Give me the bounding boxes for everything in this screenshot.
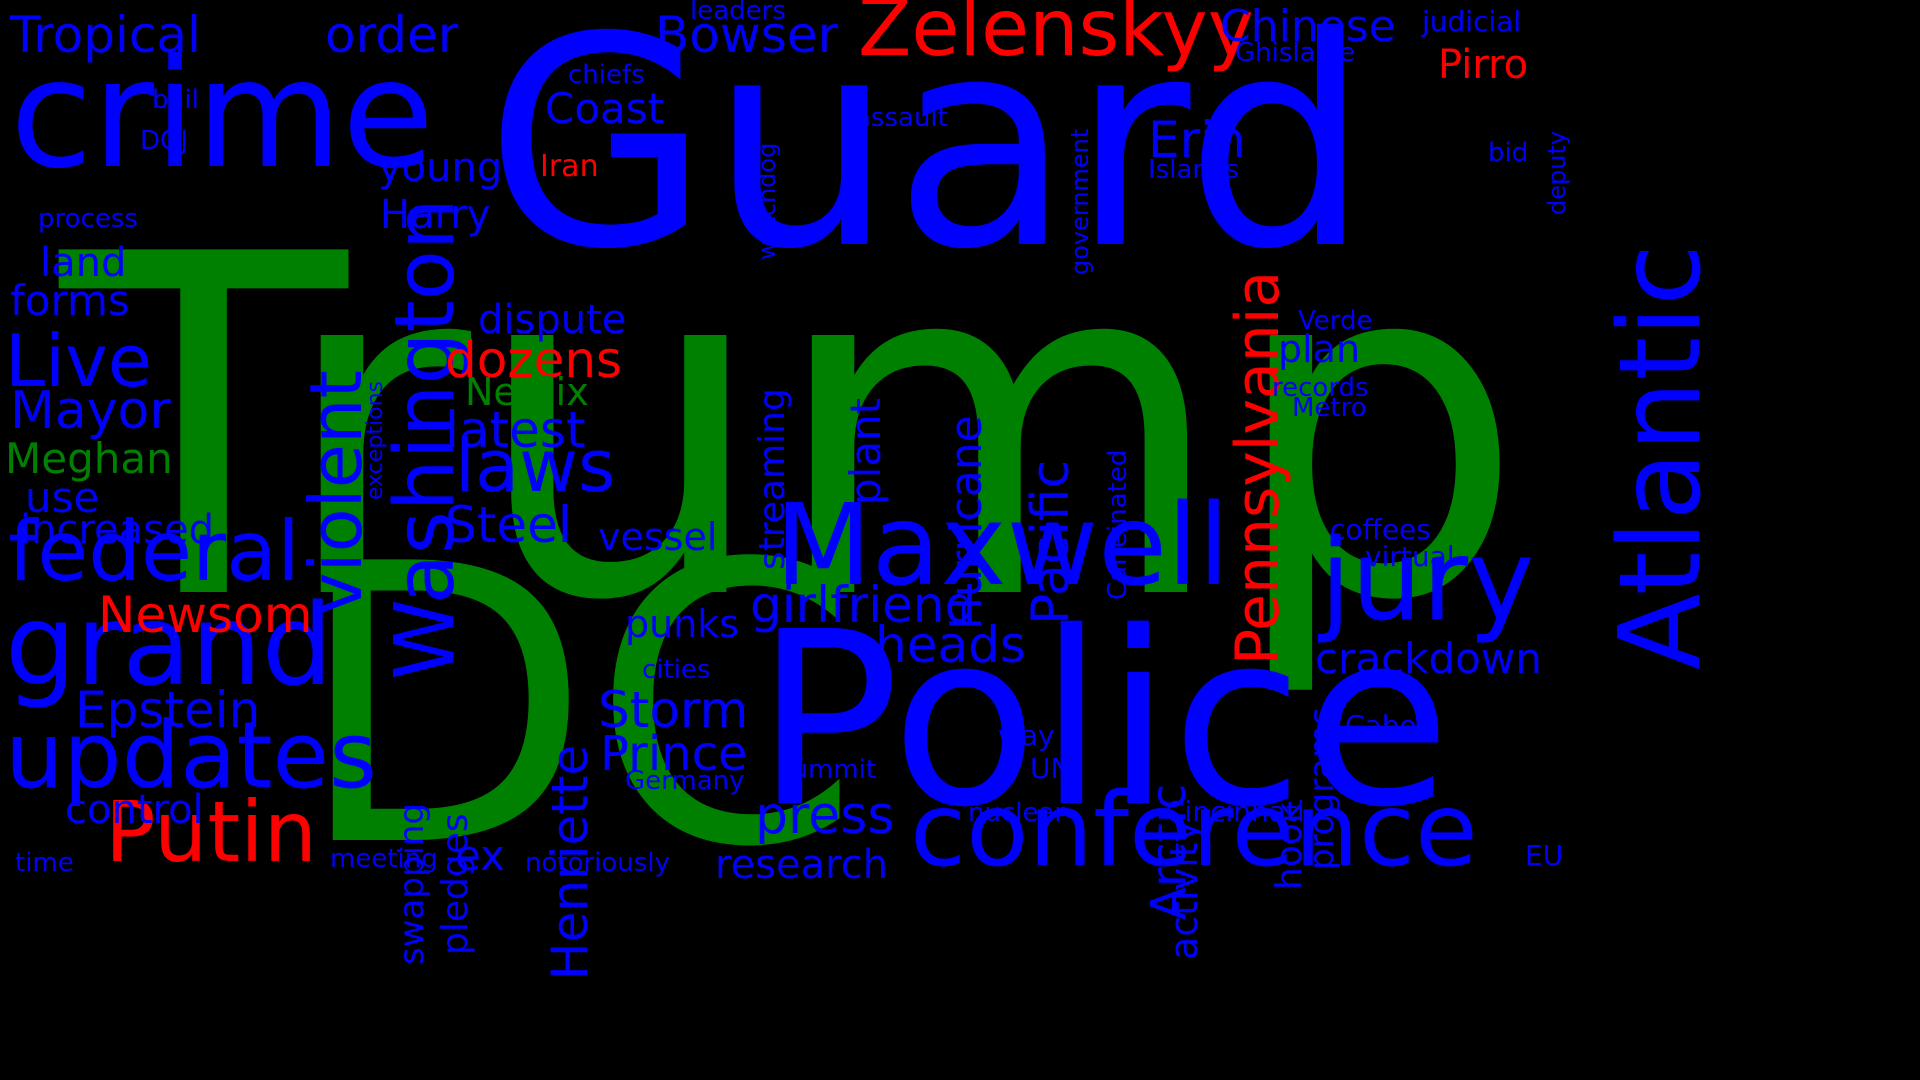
- word-maxwell: Maxwell: [775, 481, 1230, 611]
- word-streaming: streaming: [752, 388, 793, 570]
- word-notoriously: notoriously: [525, 848, 670, 878]
- word-coast: Coast: [545, 84, 665, 133]
- word-process: process: [38, 204, 138, 234]
- word-police: Police: [755, 580, 1451, 860]
- word-crackdown: crackdown: [1315, 634, 1542, 683]
- word-harry: Harry: [380, 192, 491, 238]
- word-dc: DC: [295, 483, 861, 931]
- word-leaders: leaders: [690, 0, 786, 26]
- word-verde: Verde: [1298, 306, 1373, 336]
- word-iran: Iran: [540, 149, 599, 184]
- word-islands: Islands: [1148, 155, 1239, 185]
- word-eu: EU: [1525, 839, 1564, 872]
- word-virtual: virtual: [1365, 540, 1455, 573]
- word-bowser: Bowser: [655, 6, 839, 64]
- word-violent: violent: [294, 370, 378, 615]
- word-mayor: Mayor: [10, 381, 171, 441]
- word-programs: programs: [1302, 707, 1342, 870]
- word-netflix: Netflix: [465, 370, 589, 414]
- word-ghislaine: Ghislaine: [1235, 38, 1356, 68]
- word-guard: Guard: [485, 0, 1370, 313]
- word-government: government: [1066, 128, 1094, 275]
- word-pacific: Pacific: [1021, 459, 1081, 625]
- word-metro: Metro: [1292, 393, 1367, 423]
- word-coffees: coffees: [1330, 513, 1431, 546]
- word-pledges: pledges: [435, 813, 476, 955]
- word-plant: plant: [841, 397, 890, 505]
- word-way: way: [998, 719, 1055, 752]
- word-erin: Erin: [1148, 111, 1246, 169]
- word-time: time: [15, 848, 74, 878]
- word-vessel: vessel: [598, 515, 718, 559]
- word-newsom: Newsom: [98, 586, 313, 644]
- word-bail: bail: [152, 85, 199, 115]
- word-assault: assault: [855, 103, 948, 133]
- word-tropical: Tropical: [10, 6, 201, 64]
- word-ex: ex: [455, 831, 505, 880]
- word-laws: laws: [455, 424, 616, 508]
- word-caffeinated: Caffeinated: [1103, 449, 1133, 600]
- word-use: use: [25, 473, 100, 522]
- word-zelenskyy: Zelenskyy: [858, 0, 1254, 74]
- word-meeting: meeting: [330, 844, 438, 874]
- word-punks: punks: [625, 602, 740, 646]
- word-research: research: [715, 842, 889, 888]
- word-meghan: Meghan: [5, 434, 173, 483]
- word-latest: latest: [445, 401, 586, 459]
- word-heads: heads: [875, 616, 1026, 674]
- word-swapping: swapping: [392, 802, 432, 965]
- word-un: UN: [1030, 752, 1072, 785]
- word-exceptions: exceptions: [363, 381, 388, 500]
- word-land: land: [40, 240, 127, 286]
- word-young: young: [378, 145, 503, 191]
- word-atlantic: Atlantic: [1596, 244, 1726, 670]
- word-federal: federal: [8, 503, 301, 600]
- word-judicial: judicial: [1422, 5, 1522, 38]
- word-cities: cities: [642, 655, 711, 685]
- word-crime: crime: [10, 28, 435, 202]
- word-increased: increased: [20, 507, 214, 553]
- word-storm: Storm: [598, 681, 749, 739]
- word-prince: Prince: [600, 726, 748, 782]
- word-activity: activity: [1162, 819, 1206, 960]
- word-bid: bid: [1488, 138, 1529, 168]
- word-trump: Trump: [60, 156, 1526, 703]
- word-plan: plan: [1278, 327, 1361, 371]
- word-grand: grand: [5, 581, 333, 711]
- word-summit: summit: [778, 755, 877, 785]
- word-cincinnati: Cincinnati: [1165, 795, 1305, 828]
- word-deputy: deputy: [1543, 130, 1571, 215]
- word-doj: DOJ: [140, 126, 189, 156]
- word-updates: updates: [5, 702, 378, 809]
- word-girlfriend: girlfriend: [750, 576, 977, 634]
- word-steel: Steel: [445, 496, 572, 554]
- word-epstein: Epstein: [75, 681, 261, 739]
- word-dispute: dispute: [478, 297, 627, 343]
- word-control: control: [65, 787, 204, 833]
- word-jury: jury: [1320, 516, 1535, 646]
- word-forms: forms: [10, 276, 130, 325]
- word-watchdog: watchdog: [753, 142, 781, 260]
- word-putin: Putin: [105, 783, 317, 881]
- word-chinese: Chinese: [1220, 1, 1396, 52]
- word-press: press: [755, 786, 895, 846]
- word-dozens: dozens: [445, 331, 623, 389]
- word-nuclear: nuclear: [968, 798, 1066, 828]
- word-cabo: Cabo: [1345, 709, 1417, 742]
- word-pirro: Pirro: [1438, 42, 1529, 88]
- word-conference: conference: [910, 771, 1478, 890]
- word-order: order: [325, 6, 459, 64]
- word-live: Live: [5, 319, 153, 403]
- word-germany: Germany: [625, 766, 745, 796]
- word-chiefs: chiefs: [568, 60, 645, 90]
- word-records: records: [1272, 373, 1369, 403]
